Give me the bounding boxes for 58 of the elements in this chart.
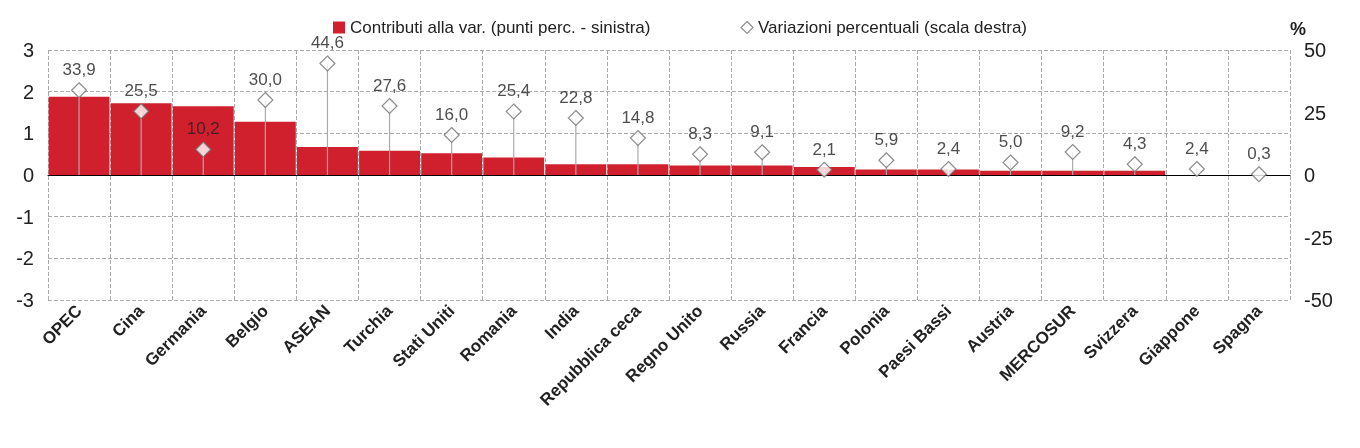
bar xyxy=(48,96,110,175)
point xyxy=(754,144,771,161)
data-label: 25,4 xyxy=(497,81,531,101)
data-label: 5,9 xyxy=(874,130,899,150)
y-tick-label: 3 xyxy=(22,39,34,61)
data-label: 44,6 xyxy=(310,33,344,53)
bar xyxy=(607,164,669,175)
bar xyxy=(669,165,731,175)
data-label: 9,2 xyxy=(1060,121,1085,141)
y2-tick-label: -25 xyxy=(1304,226,1333,249)
legend-label: Contributi alla var. (punti perc. - sinistra) xyxy=(349,18,651,37)
data-label: 25,5 xyxy=(124,81,158,101)
point xyxy=(816,161,833,178)
data-label: 22,8 xyxy=(559,87,593,107)
legend-label: Variazioni percentuali (scala destra) xyxy=(758,18,1028,37)
point xyxy=(629,129,647,147)
y-tick-label: -2 xyxy=(16,247,34,270)
point xyxy=(940,160,957,178)
data-label: 33,9 xyxy=(62,60,96,80)
point xyxy=(505,103,522,120)
data-label: 2,1 xyxy=(812,139,837,159)
data-label: 10,2 xyxy=(186,119,220,139)
point xyxy=(319,55,336,72)
y-tick-label: 2 xyxy=(22,80,34,103)
point xyxy=(1188,160,1205,178)
point xyxy=(1250,166,1268,183)
point xyxy=(1126,156,1143,173)
data-label: 16,0 xyxy=(435,104,469,124)
y-tick-label: 1 xyxy=(22,122,34,145)
data-label: 2,4 xyxy=(1185,138,1209,158)
point xyxy=(133,103,150,120)
point xyxy=(381,97,398,115)
y-tick-label: -1 xyxy=(16,205,34,228)
point xyxy=(195,141,212,158)
data-label: 5,0 xyxy=(998,132,1023,152)
data-label: 27,6 xyxy=(373,75,407,95)
y2-tick-label: 25 xyxy=(1304,101,1327,124)
data-label: 4,3 xyxy=(1122,134,1147,154)
y-tick-label: 0 xyxy=(22,164,34,186)
y2-tick-label: -50 xyxy=(1304,289,1333,311)
data-label: 8,3 xyxy=(688,124,712,144)
point xyxy=(567,109,584,127)
point xyxy=(443,126,460,144)
data-label: 14,8 xyxy=(621,107,655,127)
point xyxy=(691,146,709,163)
point xyxy=(878,152,895,169)
data-label: 0,3 xyxy=(1247,144,1271,164)
y2-tick-label: 0 xyxy=(1304,164,1316,186)
data-label: 2,4 xyxy=(936,138,961,158)
point xyxy=(70,82,88,99)
point xyxy=(1064,143,1081,161)
data-label: 9,1 xyxy=(750,122,774,142)
data-label: 30,0 xyxy=(248,69,282,89)
y2-tick-label: 50 xyxy=(1304,39,1327,61)
point xyxy=(1002,154,1019,171)
y2-axis-title: % xyxy=(1290,19,1307,39)
point xyxy=(257,91,274,109)
y-tick-label: -3 xyxy=(16,289,34,311)
